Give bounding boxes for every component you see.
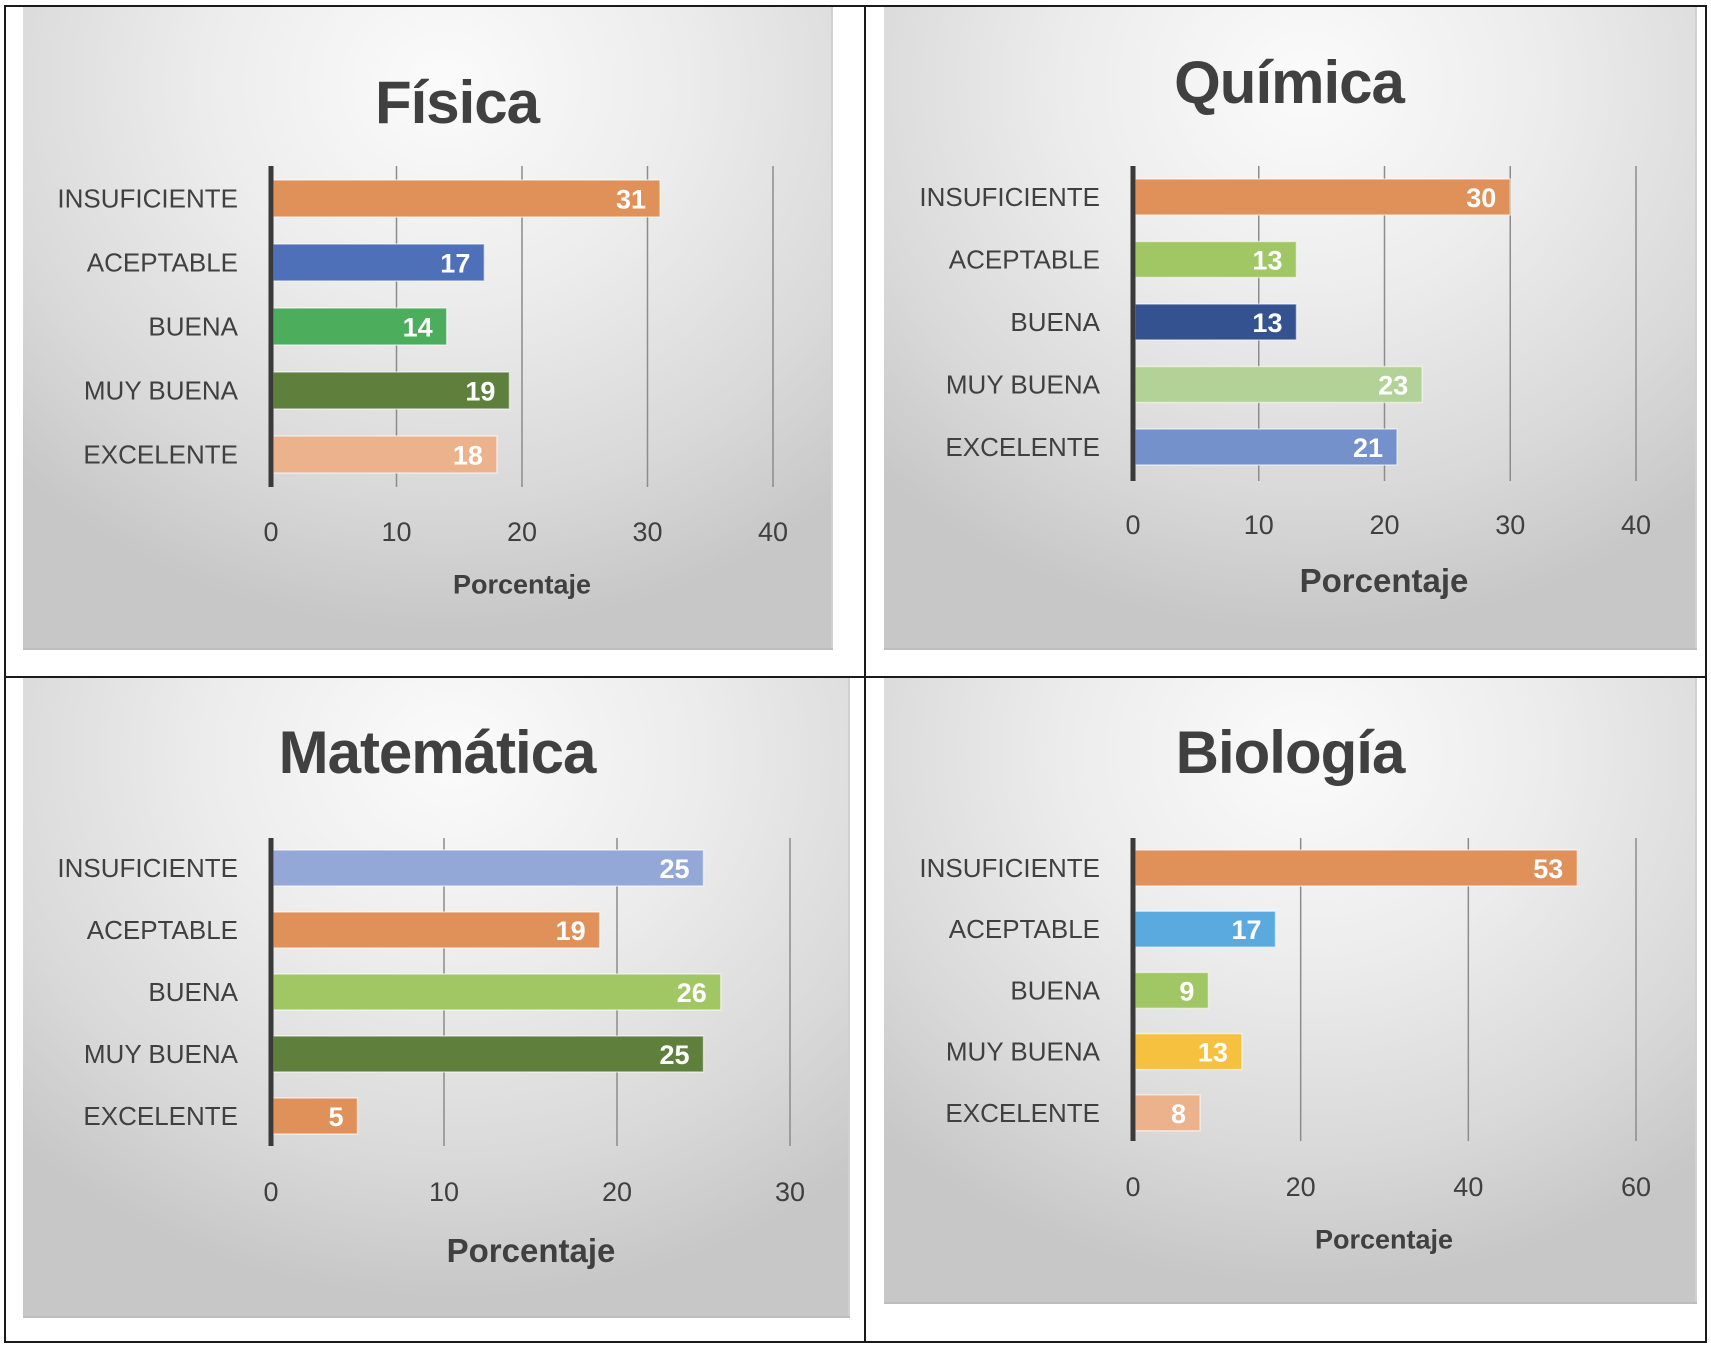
- x-tick-label: 30: [632, 517, 662, 547]
- category-label: BUENA: [148, 977, 238, 1007]
- bar-aceptable: [272, 911, 601, 949]
- data-label: 9: [1179, 976, 1194, 1006]
- data-label: 23: [1378, 371, 1408, 401]
- x-axis-title: Porcentaje: [1300, 562, 1469, 599]
- data-label: 30: [1466, 183, 1496, 213]
- data-label: 14: [403, 313, 433, 343]
- category-label: ACEPTABLE: [949, 245, 1100, 275]
- category-label: MUY BUENA: [946, 370, 1101, 400]
- bar-aceptable: [1134, 240, 1298, 279]
- category-label: BUENA: [148, 312, 238, 342]
- chart-fisica: Física 31 INSUFICIENTE 17 ACEPTABLE 14 BUENA 19…: [57, 69, 788, 600]
- data-label: 19: [556, 916, 586, 946]
- data-label: 8: [1171, 1099, 1186, 1129]
- x-axis-title: Porcentaje: [447, 1232, 616, 1269]
- bar-excelente: [1134, 428, 1398, 466]
- data-label: 26: [677, 978, 707, 1008]
- x-tick-label: 20: [602, 1177, 632, 1207]
- data-label: 17: [440, 249, 470, 279]
- bar-excelente: [1134, 1094, 1201, 1132]
- figure-frame: [4, 5, 1707, 1343]
- data-label: 53: [1533, 854, 1563, 884]
- category-label: EXCELENTE: [83, 1101, 238, 1131]
- data-label: 5: [328, 1102, 343, 1132]
- bar-insuficiente: [1134, 849, 1579, 887]
- x-tick-label: 30: [775, 1177, 805, 1207]
- chart-biologia: Biología 53 INSUFICIENTE 17 ACEPTABLE 9 BUENA 1…: [919, 719, 1651, 1255]
- x-tick-label: 40: [1621, 510, 1651, 540]
- chart-panel-matematica: Matemática 25 INSUFICIENTE 19 ACEPTABLE 26 BUE…: [23, 678, 850, 1318]
- data-label: 19: [465, 377, 495, 407]
- vertical-divider: [864, 5, 866, 1343]
- x-tick-label: 40: [1453, 1172, 1483, 1202]
- x-tick-label: 20: [1286, 1172, 1316, 1202]
- chart-title: Física: [375, 69, 541, 136]
- x-tick-label: 10: [1244, 510, 1274, 540]
- bar-buena: [272, 973, 722, 1011]
- category-label: MUY BUENA: [84, 1039, 239, 1069]
- x-tick-label: 10: [381, 517, 411, 547]
- bar-muy-buena: [272, 1035, 705, 1073]
- category-label: MUY BUENA: [84, 376, 239, 406]
- data-label: 13: [1198, 1038, 1228, 1068]
- data-label: 25: [659, 854, 689, 884]
- category-label: INSUFICIENTE: [919, 853, 1100, 883]
- category-label: ACEPTABLE: [87, 248, 238, 278]
- bar-insuficiente: [272, 179, 661, 218]
- chart-quimica: Química 30 INSUFICIENTE 13 ACEPTABLE 13 BUENA 2…: [919, 49, 1651, 599]
- x-axis-title: Porcentaje: [453, 570, 591, 600]
- data-label: 21: [1353, 433, 1383, 463]
- category-label: ACEPTABLE: [87, 915, 238, 945]
- x-tick-label: 60: [1621, 1172, 1651, 1202]
- data-label: 18: [453, 441, 483, 471]
- category-label: ACEPTABLE: [949, 914, 1100, 944]
- bar-buena: [272, 307, 448, 346]
- category-label: INSUFICIENTE: [57, 853, 238, 883]
- x-tick-label: 30: [1495, 510, 1525, 540]
- x-tick-label: 0: [263, 517, 278, 547]
- category-label: INSUFICIENTE: [57, 184, 238, 214]
- x-tick-label: 0: [1125, 1172, 1140, 1202]
- bar-insuficiente: [272, 849, 705, 887]
- chart-panel-biologia: Biología 53 INSUFICIENTE 17 ACEPTABLE 9 BUENA 1…: [884, 678, 1697, 1304]
- category-label: BUENA: [1010, 307, 1100, 337]
- horizontal-divider: [4, 676, 1707, 678]
- bar-insuficiente: [1134, 178, 1511, 216]
- chart-title: Biología: [1176, 719, 1406, 786]
- data-label: 17: [1231, 915, 1261, 945]
- x-tick-label: 40: [758, 517, 788, 547]
- x-tick-label: 10: [429, 1177, 459, 1207]
- data-label: 13: [1252, 246, 1282, 276]
- data-label: 13: [1252, 308, 1282, 338]
- category-label: BUENA: [1010, 975, 1100, 1005]
- category-label: EXCELENTE: [83, 440, 238, 470]
- chart-title: Matemática: [279, 719, 597, 786]
- x-tick-label: 20: [1369, 510, 1399, 540]
- bar-aceptable: [1134, 910, 1277, 948]
- chart-title: Química: [1174, 49, 1405, 116]
- x-tick-label: 0: [1125, 510, 1140, 540]
- category-label: EXCELENTE: [945, 432, 1100, 462]
- bar-buena: [1134, 971, 1210, 1010]
- data-label: 25: [659, 1040, 689, 1070]
- category-label: MUY BUENA: [946, 1037, 1101, 1067]
- bar-aceptable: [272, 243, 486, 282]
- x-tick-label: 0: [263, 1177, 278, 1207]
- chart-panel-quimica: Química 30 INSUFICIENTE 13 ACEPTABLE 13 BUENA 2…: [884, 7, 1697, 650]
- category-label: INSUFICIENTE: [919, 182, 1100, 212]
- chart-matematica: Matemática 25 INSUFICIENTE 19 ACEPTABLE 26 BUE…: [57, 719, 805, 1269]
- x-tick-label: 20: [507, 517, 537, 547]
- bar-muy-buena: [1134, 365, 1423, 404]
- bar-excelente: [272, 1097, 359, 1135]
- data-label: 31: [616, 185, 646, 215]
- x-axis-title: Porcentaje: [1315, 1225, 1453, 1255]
- bar-muy-buena: [1134, 1032, 1243, 1071]
- chart-panel-fisica: Física 31 INSUFICIENTE 17 ACEPTABLE 14 BUENA 19…: [23, 7, 833, 650]
- bar-buena: [1134, 303, 1298, 341]
- category-label: EXCELENTE: [945, 1098, 1100, 1128]
